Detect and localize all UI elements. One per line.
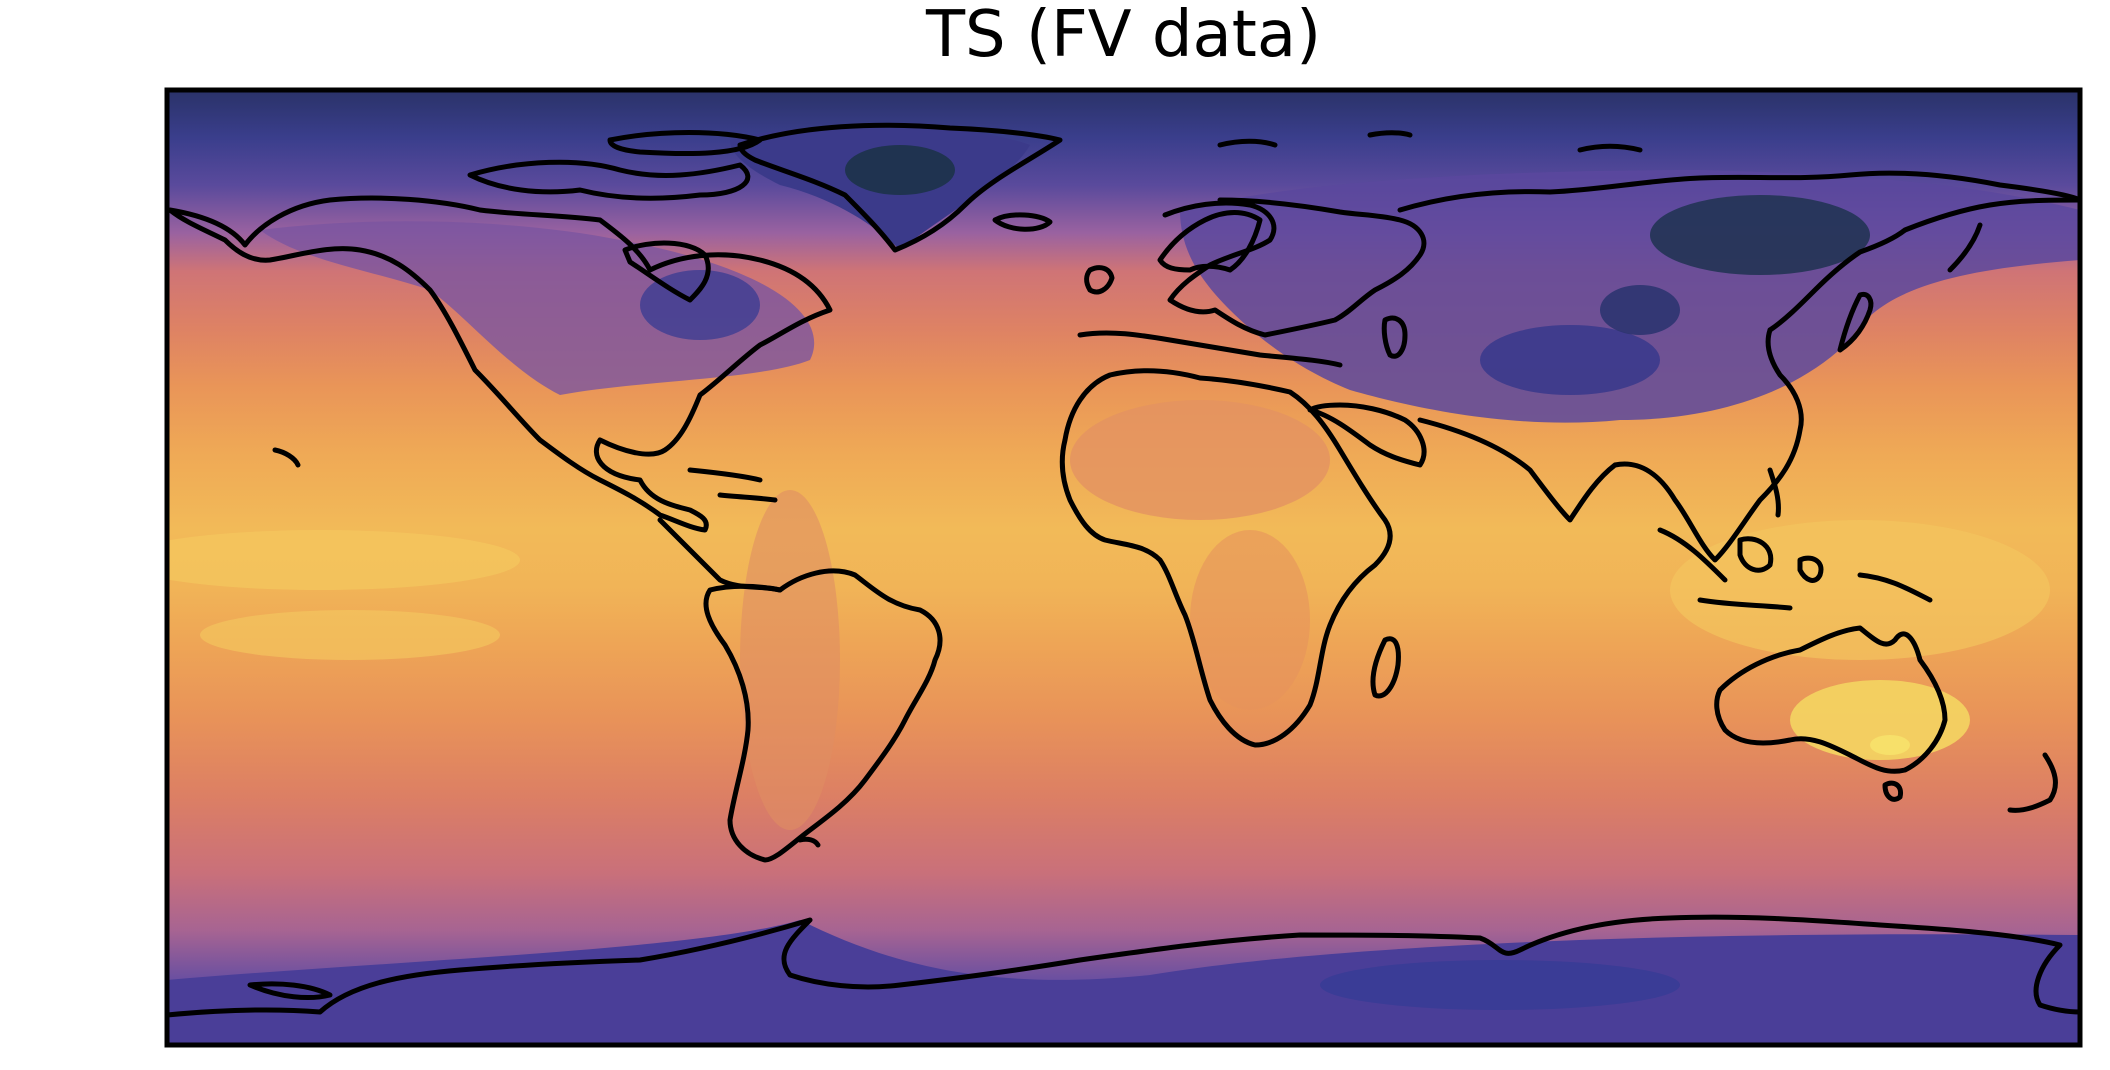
coast-britain — [1084, 265, 1115, 295]
cold-tibet — [1480, 325, 1660, 395]
coast-east-asia — [1767, 197, 2080, 333]
coast-falklands — [797, 836, 821, 848]
coast-new-zealand — [2007, 752, 2058, 813]
coast-arctic-archipelago — [467, 159, 751, 201]
cold-tibet-core — [1600, 285, 1680, 335]
plot-title: TS (FV data) — [925, 0, 1322, 72]
cold-greenland-core — [845, 145, 955, 195]
coast-indonesia — [1657, 527, 1933, 611]
coast-caribbean-islands — [687, 467, 778, 503]
sahara-region — [1070, 400, 1330, 520]
coast-antarctica — [167, 914, 2080, 1018]
warm-band-pacific-south — [200, 610, 500, 660]
coast-antarctic-peninsula-island — [247, 981, 333, 1001]
coast-australia — [1714, 625, 1948, 774]
warm-band-pacific — [167, 530, 520, 590]
cold-antarctica — [167, 920, 2080, 1045]
coast-philippines — [1767, 467, 1781, 518]
coast-scandinavia — [1157, 210, 1263, 273]
coast-kamchatka — [1947, 222, 1983, 273]
andes — [740, 490, 840, 830]
cold-antarctic-core — [1320, 960, 1680, 1010]
cold-siberia-core — [1650, 195, 1870, 275]
hot-australia-core — [1870, 735, 1910, 755]
coast-arctic-islands — [1217, 130, 1643, 153]
coast-hawaii — [272, 447, 301, 468]
coast-south-america — [703, 568, 943, 863]
coast-iceland — [992, 212, 1053, 232]
coast-japan — [1837, 291, 1874, 353]
coast-caspian — [1381, 315, 1408, 359]
coast-mediterranean — [1077, 330, 1343, 368]
coast-africa — [1059, 368, 1393, 748]
coast-arabia — [1307, 402, 1427, 468]
coastlines — [167, 122, 2080, 1018]
central-africa — [1190, 530, 1310, 710]
warm-pool — [1670, 520, 2050, 660]
coast-madagascar — [1370, 636, 1401, 699]
hot-australia — [1790, 680, 1970, 760]
coast-tasmania — [1882, 780, 1904, 802]
coast-greenland — [737, 122, 1063, 253]
coast-ellesmere — [607, 130, 763, 157]
coast-north-america — [167, 195, 833, 533]
coast-siberia — [1397, 170, 2080, 213]
coast-europe — [1162, 197, 1427, 338]
map-frame — [164, 87, 2083, 1048]
coast-south-asia — [1417, 327, 1804, 563]
coast-hudson-bay — [622, 240, 711, 303]
temperature-field — [167, 90, 2080, 1045]
